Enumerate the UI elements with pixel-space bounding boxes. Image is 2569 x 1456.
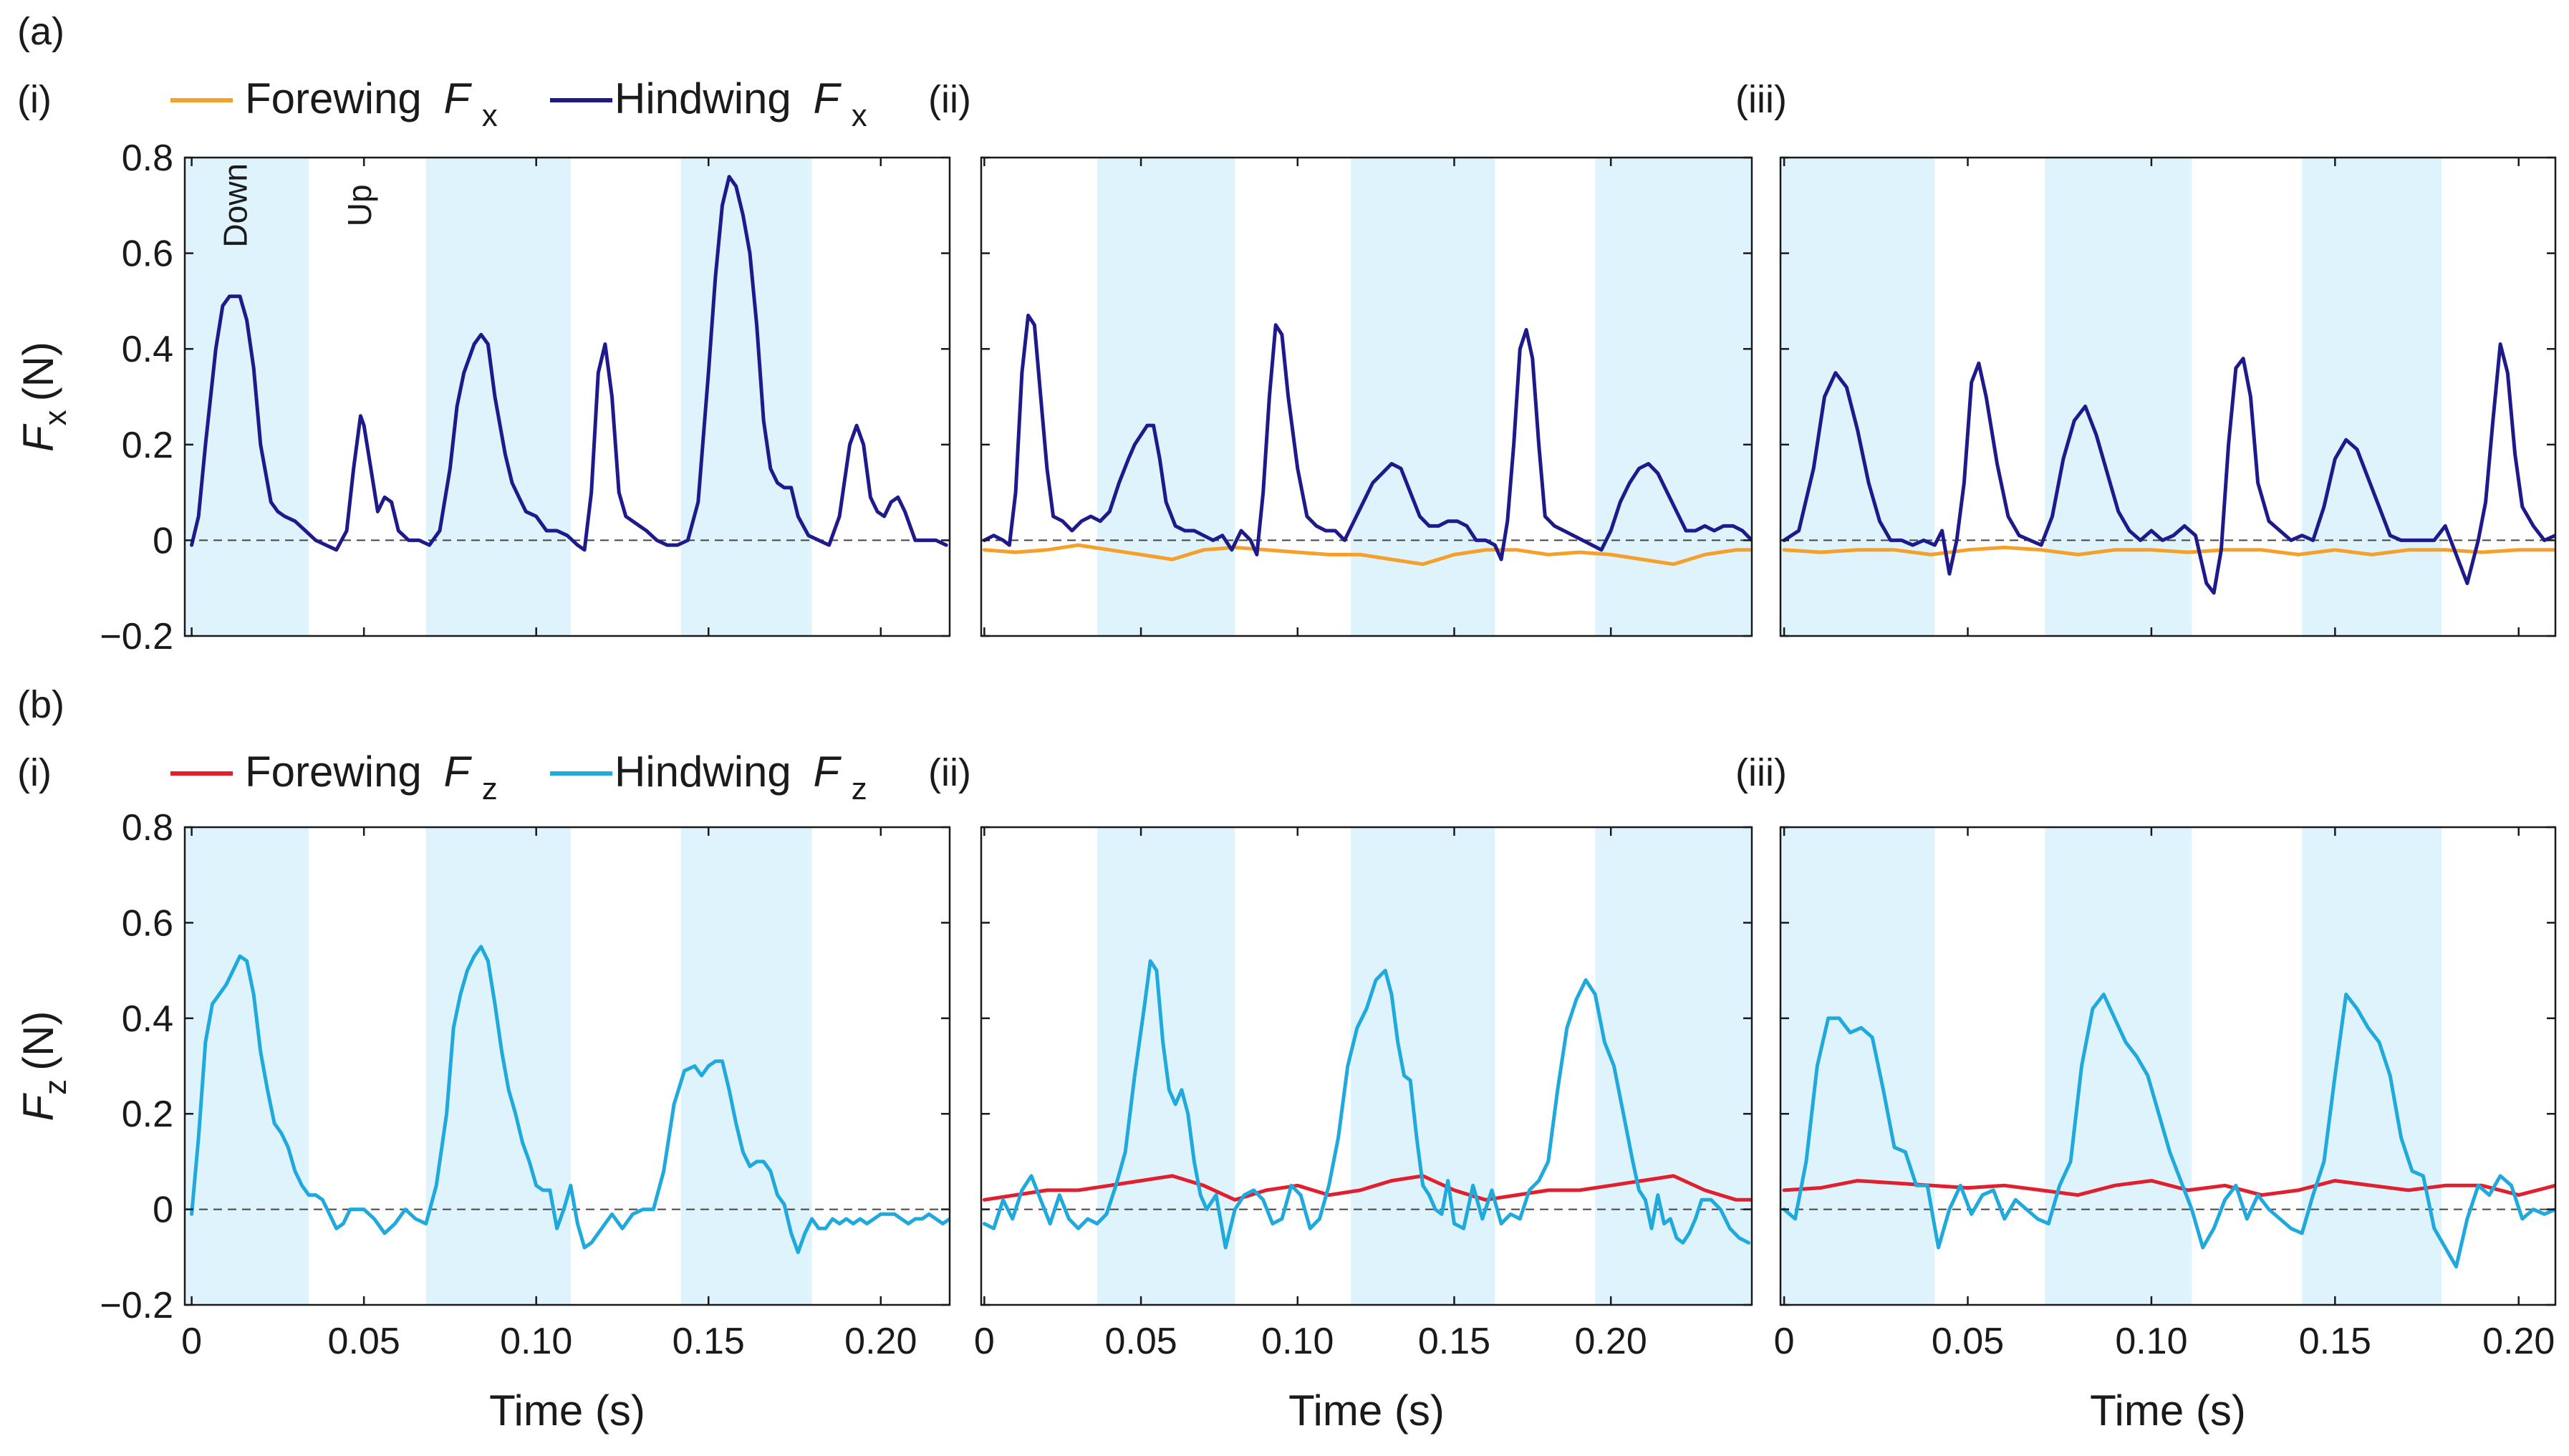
x-tick-label: 0.15: [1418, 1321, 1490, 1362]
x-tick-label: 0.15: [673, 1321, 745, 1362]
x-tick-label: 0.20: [2482, 1321, 2555, 1362]
x-tick-label: 0.05: [1104, 1321, 1177, 1362]
y-tick-label: 0.6: [122, 902, 173, 944]
legend-a-hindwing-sub: x: [852, 98, 867, 133]
series-line-hindwing-fz: [190, 945, 950, 1255]
legend-b-hindwing-var: F: [813, 748, 842, 796]
y-axis-label-unit: (N): [14, 342, 62, 401]
y-tick-label: 0.8: [122, 138, 173, 179]
x-axis-label: Time (s): [1288, 1387, 1445, 1435]
y-tick-label: 0.6: [122, 233, 173, 275]
legend-a-forewing-name: Forewing: [245, 74, 422, 122]
downstroke-band: [2302, 827, 2442, 1305]
series-line-hindwing-fx: [190, 175, 948, 552]
legend-a-hindwing-var: F: [813, 74, 842, 122]
x-tick-label: 0.05: [1932, 1321, 2004, 1362]
legend-b-forewing-label: Forewing F z: [245, 748, 498, 806]
downstroke-band: [1096, 158, 1235, 636]
x-tick-label: 0.20: [844, 1321, 917, 1362]
panels: −0.200.20.40.60.8Fx(N)(i)Down Up(ii) (iii)…: [14, 78, 2557, 1435]
y-tick-label: 0.2: [122, 1094, 173, 1135]
axes-frame: [1779, 826, 2557, 1306]
legend-a-forewing-var: F: [443, 74, 472, 122]
legend-b-hindwing-label: Hindwing F z: [614, 748, 867, 806]
downstroke-band: [425, 158, 571, 636]
y-tick-label: 0: [153, 520, 173, 561]
y-tick-label: 0: [153, 1190, 173, 1231]
y-axis-label-sub: z: [38, 1079, 73, 1095]
series-line-forewing-fx: [982, 543, 1752, 567]
downstroke-band: [185, 158, 309, 636]
legend-b-forewing-var: F: [443, 748, 472, 796]
x-tick-label: 0.10: [500, 1321, 572, 1362]
downstroke-band: [2045, 827, 2192, 1305]
x-tick-label: 0.20: [1575, 1321, 1647, 1362]
panel-label: (ii): [928, 751, 971, 794]
x-tick-label: 0: [1774, 1321, 1795, 1362]
series-line-forewing-fx: [1782, 545, 2555, 556]
x-tick-label: 0: [181, 1321, 202, 1362]
y-axis-label: Fx (N): [14, 342, 73, 452]
axes-frame: [980, 156, 1753, 637]
y-axis-label-var: F: [14, 1092, 62, 1121]
y-tick-label: 0.4: [122, 329, 173, 370]
legend-b-forewing-name: Forewing: [245, 748, 422, 796]
y-tick-label: 0.8: [122, 807, 173, 849]
legend-a-hindwing-label: Hindwing F x: [614, 74, 867, 133]
x-tick-label: 0.15: [2299, 1321, 2371, 1362]
x-tick-label: 0.10: [1261, 1321, 1334, 1362]
downstroke-band: [2302, 158, 2442, 636]
panel-label: (i): [17, 751, 52, 794]
panel-label: (iii): [1735, 78, 1787, 121]
series-line-hindwing-fz: [982, 959, 1751, 1250]
y-axis-label-var: F: [14, 423, 62, 452]
downstroke-band: [1780, 158, 1935, 636]
axes-frame: [980, 826, 1753, 1306]
legend-b-hindwing-name: Hindwing: [614, 748, 791, 796]
axes-frame: [183, 156, 951, 637]
legend-b-hindwing-sub: z: [852, 771, 867, 806]
y-tick-label: −0.2: [100, 616, 173, 657]
x-tick-label: 0: [974, 1321, 995, 1362]
y-axis-label-sub: x: [38, 410, 73, 425]
y-tick-label: 0.2: [122, 425, 173, 466]
y-tick-label: 0.4: [122, 998, 173, 1040]
y-axis-label-unit: (N): [14, 1011, 62, 1071]
series-line-hindwing-fx: [1782, 342, 2555, 595]
legend-b: Forewing F z Hindwing F z: [170, 748, 867, 806]
legend-a-hindwing-name: Hindwing: [614, 74, 791, 122]
panel-a-i: −0.2 0 0.2 0.4 0.6 0.8 Fx (N) (i) Down Up: [14, 78, 951, 657]
panel-b-iii: 0 0.05 0.10 0.15 0.20 Time (s) (iii): [1735, 751, 2557, 1435]
panel-a-iii: (iii): [1735, 78, 2557, 637]
axes-frame: [1779, 156, 2557, 637]
downstroke-band: [2045, 158, 2192, 636]
panel-b-ii: 0 0.05 0.10 0.15 0.20 Time (s) (ii): [928, 751, 1753, 1435]
legend-a: Forewing F x Hindwing F x: [170, 74, 867, 133]
stroke-annotation: Up: [341, 184, 378, 226]
downstroke-band: [1351, 827, 1495, 1305]
panel-label: (iii): [1735, 751, 1787, 794]
row-a-label: (a): [17, 10, 64, 53]
stroke-annotation: Down: [217, 163, 254, 248]
row-b-label: (b): [17, 683, 64, 726]
panel-a-ii: (ii): [928, 78, 1753, 637]
downstroke-band: [425, 827, 571, 1305]
series-line-hindwing-fx: [982, 313, 1752, 561]
y-tick-label: −0.2: [100, 1285, 173, 1326]
y-axis-label: Fz (N): [14, 1011, 73, 1122]
x-tick-label: 0.10: [2115, 1321, 2187, 1362]
panel-label: (ii): [928, 78, 971, 121]
panel-label: (i): [17, 78, 52, 121]
x-axis-label: Time (s): [489, 1387, 645, 1435]
axes-frame: [183, 826, 951, 1306]
downstroke-band: [1780, 827, 1935, 1305]
legend-a-forewing-label: Forewing F x: [245, 74, 498, 133]
x-tick-label: 0.05: [328, 1321, 400, 1362]
legend-b-forewing-sub: z: [482, 771, 498, 806]
legend-a-forewing-sub: x: [482, 98, 498, 133]
x-axis-label: Time (s): [2090, 1387, 2246, 1435]
series-line-hindwing-fz: [1782, 993, 2555, 1269]
